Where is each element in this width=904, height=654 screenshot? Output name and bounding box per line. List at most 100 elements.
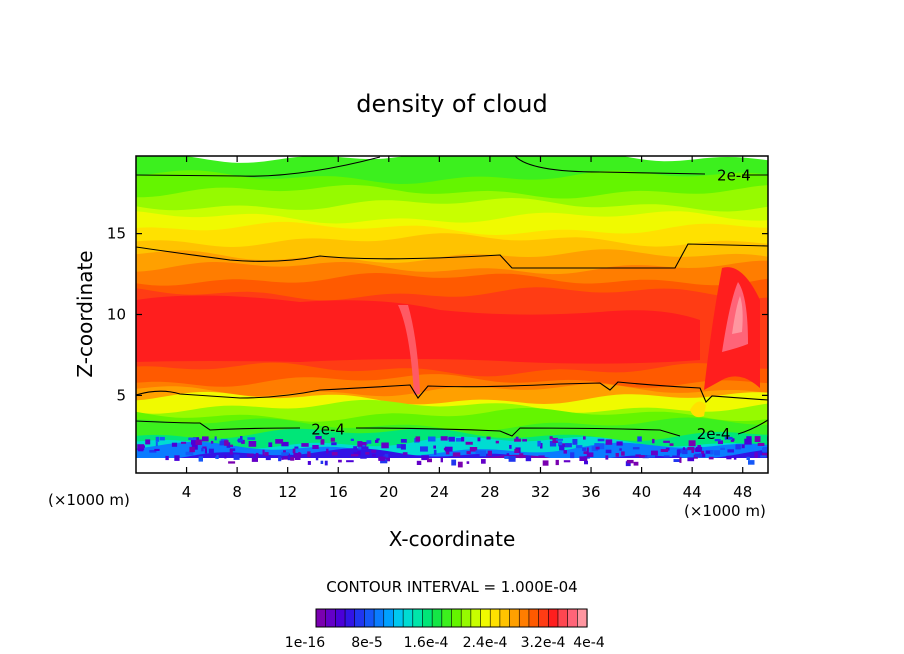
- texture-speck: [730, 439, 734, 442]
- texture-speck: [660, 449, 669, 452]
- x-axis-label: X-coordinate: [389, 527, 516, 551]
- x-tick-label: 8: [232, 483, 242, 501]
- contour-label: 2e-4: [311, 420, 345, 438]
- texture-speck: [635, 454, 641, 457]
- colorbar-swatch: [460, 608, 472, 628]
- texture-speck: [307, 451, 311, 458]
- texture-speck: [475, 450, 481, 454]
- texture-speck: [428, 436, 436, 442]
- texture-speck: [714, 439, 721, 442]
- colorbar-frame: [315, 608, 588, 628]
- texture-speck: [174, 455, 180, 461]
- texture-speck: [508, 455, 516, 462]
- colorbar-label: 3.2e-4: [521, 635, 566, 651]
- texture-speck: [555, 459, 559, 466]
- texture-speck: [350, 438, 354, 441]
- texture-speck: [233, 454, 240, 460]
- x-tick-label: 4: [182, 483, 192, 501]
- texture-speck: [216, 454, 219, 459]
- texture-speck: [762, 453, 768, 456]
- texture-speck: [380, 459, 388, 464]
- texture-speck: [754, 452, 758, 458]
- texture-speck: [565, 443, 572, 448]
- colorbar-swatch: [344, 608, 356, 628]
- texture-speck: [283, 455, 291, 460]
- texture-speck: [448, 436, 455, 442]
- texture-speck: [519, 453, 524, 459]
- texture-speck: [560, 443, 569, 448]
- texture-speck: [466, 451, 471, 455]
- x-unit-right: (×1000 m): [684, 502, 766, 520]
- colorbar-swatch: [335, 608, 346, 628]
- texture-speck: [452, 452, 461, 457]
- colorbar-swatch: [518, 608, 530, 628]
- x-tick-label: 40: [632, 483, 651, 501]
- surface-texture: [137, 436, 768, 468]
- texture-speck: [465, 441, 473, 445]
- texture-speck: [427, 458, 432, 463]
- texture-speck: [594, 443, 600, 449]
- texture-speck: [582, 447, 586, 451]
- colorbar-swatch: [393, 608, 404, 628]
- texture-speck: [433, 449, 437, 455]
- texture-speck: [361, 446, 369, 450]
- chart-title: density of cloud: [356, 90, 547, 118]
- texture-speck: [208, 448, 214, 454]
- contour-label: 2e-4: [717, 166, 751, 184]
- texture-speck: [579, 456, 588, 461]
- x-tick-label: 32: [531, 483, 550, 501]
- texture-speck: [698, 453, 706, 458]
- colorbar-swatch: [557, 608, 569, 628]
- texture-speck: [402, 452, 408, 455]
- colorbar-label: 4e-4: [573, 635, 605, 651]
- texture-speck: [549, 441, 557, 447]
- texture-speck: [514, 438, 521, 442]
- contour-label: 2e-4: [697, 425, 731, 443]
- texture-speck: [583, 436, 586, 440]
- x-tick-label: 28: [480, 483, 499, 501]
- contour-lower: [136, 419, 768, 437]
- colorbar-swatch: [383, 608, 395, 628]
- colorbar-label: 1e-16: [285, 635, 325, 651]
- texture-speck: [281, 452, 289, 456]
- x-tick-label: 12: [278, 483, 297, 501]
- texture-speck: [495, 440, 499, 444]
- texture-speck: [433, 445, 436, 449]
- texture-speck: [642, 455, 649, 459]
- colorbar-swatch: [470, 608, 482, 628]
- texture-speck: [762, 447, 768, 453]
- texture-speck: [155, 436, 160, 442]
- texture-speck: [760, 455, 767, 458]
- colorbar-swatch: [402, 608, 414, 628]
- texture-speck: [268, 442, 273, 447]
- texture-speck: [181, 441, 187, 444]
- texture-speck: [281, 441, 289, 447]
- texture-speck: [477, 437, 481, 442]
- texture-speck: [479, 450, 486, 457]
- texture-speck: [744, 438, 752, 445]
- colorbar-swatch: [547, 608, 559, 628]
- texture-speck: [237, 439, 244, 442]
- texture-speck: [396, 444, 402, 449]
- x-axis-ticks: 4 8 12 16 20 24 28 32 36 40 44 48: [182, 156, 752, 501]
- texture-speck: [673, 459, 681, 462]
- colorbar-swatch: [499, 608, 511, 628]
- texture-speck: [559, 445, 565, 451]
- texture-speck: [445, 450, 450, 455]
- texture-speck: [191, 443, 198, 450]
- texture-speck: [717, 440, 723, 445]
- y-tick-label: 10: [107, 306, 126, 324]
- texture-speck: [540, 443, 543, 449]
- texture-speck: [555, 438, 563, 441]
- texture-speck: [683, 447, 685, 450]
- texture-speck: [357, 441, 363, 447]
- texture-speck: [727, 449, 734, 453]
- texture-speck: [682, 448, 688, 455]
- density-field: [136, 156, 768, 473]
- texture-speck: [632, 447, 640, 450]
- texture-speck: [353, 451, 361, 456]
- texture-speck: [262, 449, 265, 456]
- contour-lines: [136, 156, 768, 437]
- texture-speck: [542, 460, 549, 466]
- colorbar-swatch: [489, 608, 501, 628]
